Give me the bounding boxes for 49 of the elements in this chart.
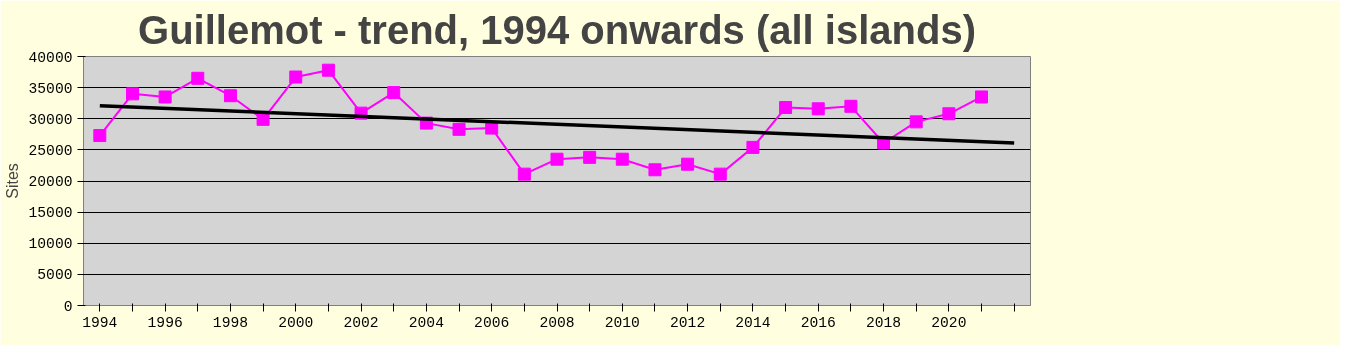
x-tick-label: 2020 (931, 314, 967, 331)
y-tick-label: 25000 (28, 142, 73, 159)
y-tick-label: 10000 (28, 236, 73, 253)
y-tick-label: 15000 (28, 205, 73, 222)
point (517, 167, 531, 181)
x-tick-label: 2010 (604, 314, 640, 331)
x-tick-label: 2014 (735, 314, 771, 331)
point (289, 70, 303, 84)
x-tick-label: 2016 (800, 314, 836, 331)
y-tick-label: 30000 (28, 111, 73, 128)
y-tick-label: 0 (63, 298, 73, 315)
x-tick-label: 2012 (670, 314, 706, 331)
point (615, 152, 629, 166)
point (125, 87, 139, 101)
point (583, 150, 597, 164)
point (191, 71, 205, 85)
y-tick-label: 5000 (37, 267, 73, 284)
x-tick-label: 2004 (408, 314, 445, 331)
point (452, 122, 466, 136)
x-tick-label: 1996 (147, 314, 183, 331)
point (681, 157, 695, 171)
x-tick-label: 2006 (474, 314, 510, 331)
point (256, 112, 270, 126)
x-tick-label: 2018 (865, 314, 902, 331)
y-tick-label: 20000 (28, 174, 73, 190)
x-tick-label: 2008 (539, 314, 575, 331)
point (713, 167, 727, 181)
point (387, 86, 401, 100)
point (975, 90, 989, 104)
point (93, 129, 107, 143)
x-tick-label: 1994 (82, 314, 118, 331)
point (942, 107, 956, 121)
x-tick-label: 1998 (212, 314, 249, 331)
point (844, 99, 858, 113)
x-tick-label: 2000 (278, 314, 314, 331)
y-tick-label: 35000 (28, 80, 73, 97)
point (158, 90, 172, 104)
chart-title: Guillemot - trend, 1994 onwards (all islands) (138, 7, 976, 52)
point (321, 63, 335, 77)
point (746, 140, 760, 154)
point (223, 89, 237, 103)
point (648, 163, 662, 177)
x-tick-label: 2002 (343, 314, 379, 331)
point (550, 152, 564, 166)
y-tick-label: 40000 (28, 49, 73, 66)
point (909, 115, 923, 129)
point (811, 102, 825, 116)
y-axis-title: Sites (3, 163, 21, 199)
point (779, 101, 793, 115)
